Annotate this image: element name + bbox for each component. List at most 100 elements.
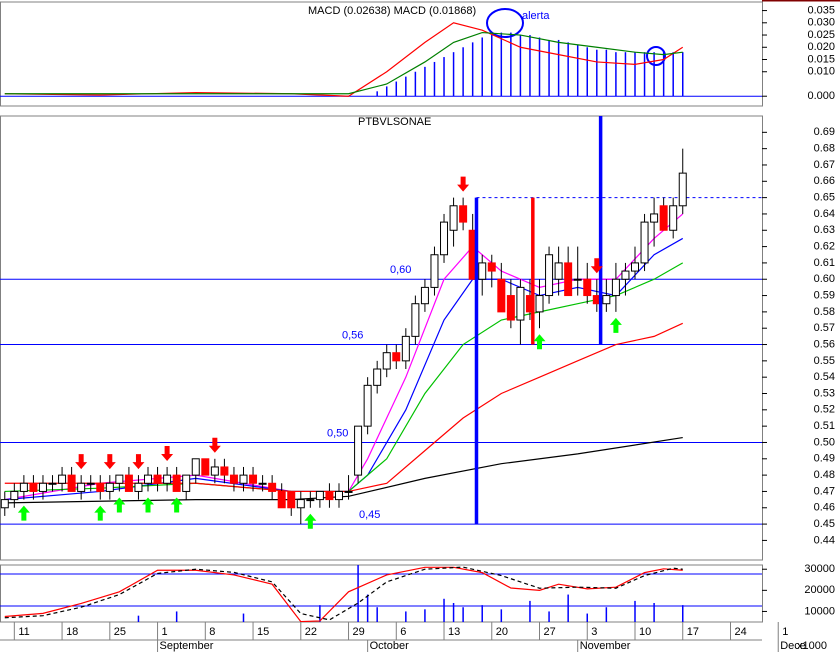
x-tick-label: 10 xyxy=(639,626,651,638)
y-tick-label: 0.025 xyxy=(807,29,835,41)
candle-body xyxy=(29,482,38,492)
candle-body xyxy=(573,278,582,281)
y-tick-label: 0.50 xyxy=(814,436,835,448)
candle-body xyxy=(583,278,592,297)
y-tick-label: 20000 xyxy=(804,584,835,596)
buy-arrow xyxy=(142,497,155,513)
candle-body xyxy=(163,474,172,484)
month-label: Dece xyxy=(780,640,806,652)
candle-body xyxy=(268,482,277,492)
candle-body xyxy=(77,482,86,492)
candle-body xyxy=(545,254,554,297)
y-tick-label: 0.57 xyxy=(814,322,835,334)
x-tick-label: 20 xyxy=(496,626,508,638)
y-tick-label: 0.69 xyxy=(814,126,835,138)
x-tick-label: 13 xyxy=(448,626,460,638)
candle-body xyxy=(631,262,639,272)
y-tick-label: 0.52 xyxy=(814,404,835,416)
alert-circle xyxy=(486,8,524,38)
candle-body xyxy=(506,295,515,321)
sell-arrow xyxy=(457,176,470,192)
candle-body xyxy=(201,458,210,476)
candle-body xyxy=(86,482,95,485)
candle-body xyxy=(478,262,487,280)
sell-arrow xyxy=(132,454,145,470)
y-tick-label: 0.63 xyxy=(814,224,835,236)
x-tick-label: 18 xyxy=(66,626,78,638)
x-tick-label: 15 xyxy=(257,626,269,638)
candle-body xyxy=(564,262,573,297)
candle-body xyxy=(0,499,9,509)
candle-body xyxy=(287,490,296,509)
sell-arrow xyxy=(208,437,221,453)
y-tick-label: 0.64 xyxy=(814,208,835,220)
candle-body xyxy=(669,205,678,231)
moving-average xyxy=(4,237,684,501)
buy-arrow xyxy=(170,497,183,513)
candle-body xyxy=(678,172,687,207)
buy-arrow xyxy=(17,505,30,521)
candle-body xyxy=(239,474,248,484)
candle-body xyxy=(19,482,28,492)
candle-body xyxy=(229,474,238,484)
y-tick-label: 10000 xyxy=(804,605,835,617)
candle-body xyxy=(220,466,229,476)
y-tick-label: 0.54 xyxy=(814,371,835,383)
candle-body xyxy=(48,482,57,485)
x-tick-label: 17 xyxy=(687,626,699,638)
y-tick-label: 0.010 xyxy=(807,66,835,78)
buy-arrow xyxy=(533,334,546,350)
candle-body xyxy=(659,205,668,231)
y-tick-label: 0.45 xyxy=(814,518,835,530)
candle-body xyxy=(392,352,401,362)
candle-body xyxy=(497,278,506,313)
candle-body xyxy=(67,474,76,492)
candle-body xyxy=(354,425,363,476)
moving-average xyxy=(4,436,683,504)
candle-body xyxy=(516,286,525,321)
y-tick-label: 0.55 xyxy=(814,355,835,367)
candle-body xyxy=(459,205,468,223)
x-tick-label: 1 xyxy=(162,626,168,638)
candle-body xyxy=(325,490,334,501)
macd-title: MACD (0.02638) MACD (0.01868) xyxy=(308,5,476,17)
candle-body xyxy=(105,482,114,492)
candle-body xyxy=(58,474,67,484)
candle-body xyxy=(554,262,563,280)
y-tick-label: 0.015 xyxy=(807,53,835,65)
plot-area xyxy=(0,116,762,529)
y-tick-label: 0.44 xyxy=(814,534,835,546)
sell-arrow xyxy=(75,454,88,470)
y-tick-label: 0.60 xyxy=(814,273,835,285)
y-tick-label: 0.000 xyxy=(807,90,835,102)
candle-body xyxy=(96,482,105,492)
candle-body xyxy=(38,482,47,492)
candle-body xyxy=(611,278,620,297)
stochastic-line xyxy=(4,566,683,621)
month-label: September xyxy=(160,640,214,652)
candle-body xyxy=(182,474,191,492)
y-tick-label: 0.53 xyxy=(814,387,835,399)
candle-body xyxy=(344,490,353,493)
oscillator-panel xyxy=(0,564,763,623)
y-tick-label: 0.67 xyxy=(814,159,835,171)
y-tick-label: 0.66 xyxy=(814,175,835,187)
x-tick-label: 8 xyxy=(209,626,215,638)
y-tick-label: 0.61 xyxy=(814,257,835,269)
candle-body xyxy=(124,474,133,492)
y-tick-label: 0.47 xyxy=(814,485,835,497)
candle-body xyxy=(602,295,611,305)
candle-body xyxy=(430,254,439,288)
sell-arrow xyxy=(161,445,174,461)
annotation: alerta xyxy=(522,10,550,22)
y-tick-label: 0.49 xyxy=(814,453,835,465)
candle-body xyxy=(363,384,372,427)
y-tick-label: 0.68 xyxy=(814,143,835,155)
candle-body xyxy=(191,458,200,476)
candle-body xyxy=(334,490,343,501)
sell-arrow xyxy=(103,454,116,470)
candle-body xyxy=(306,499,315,502)
macd-panel xyxy=(0,1,763,107)
